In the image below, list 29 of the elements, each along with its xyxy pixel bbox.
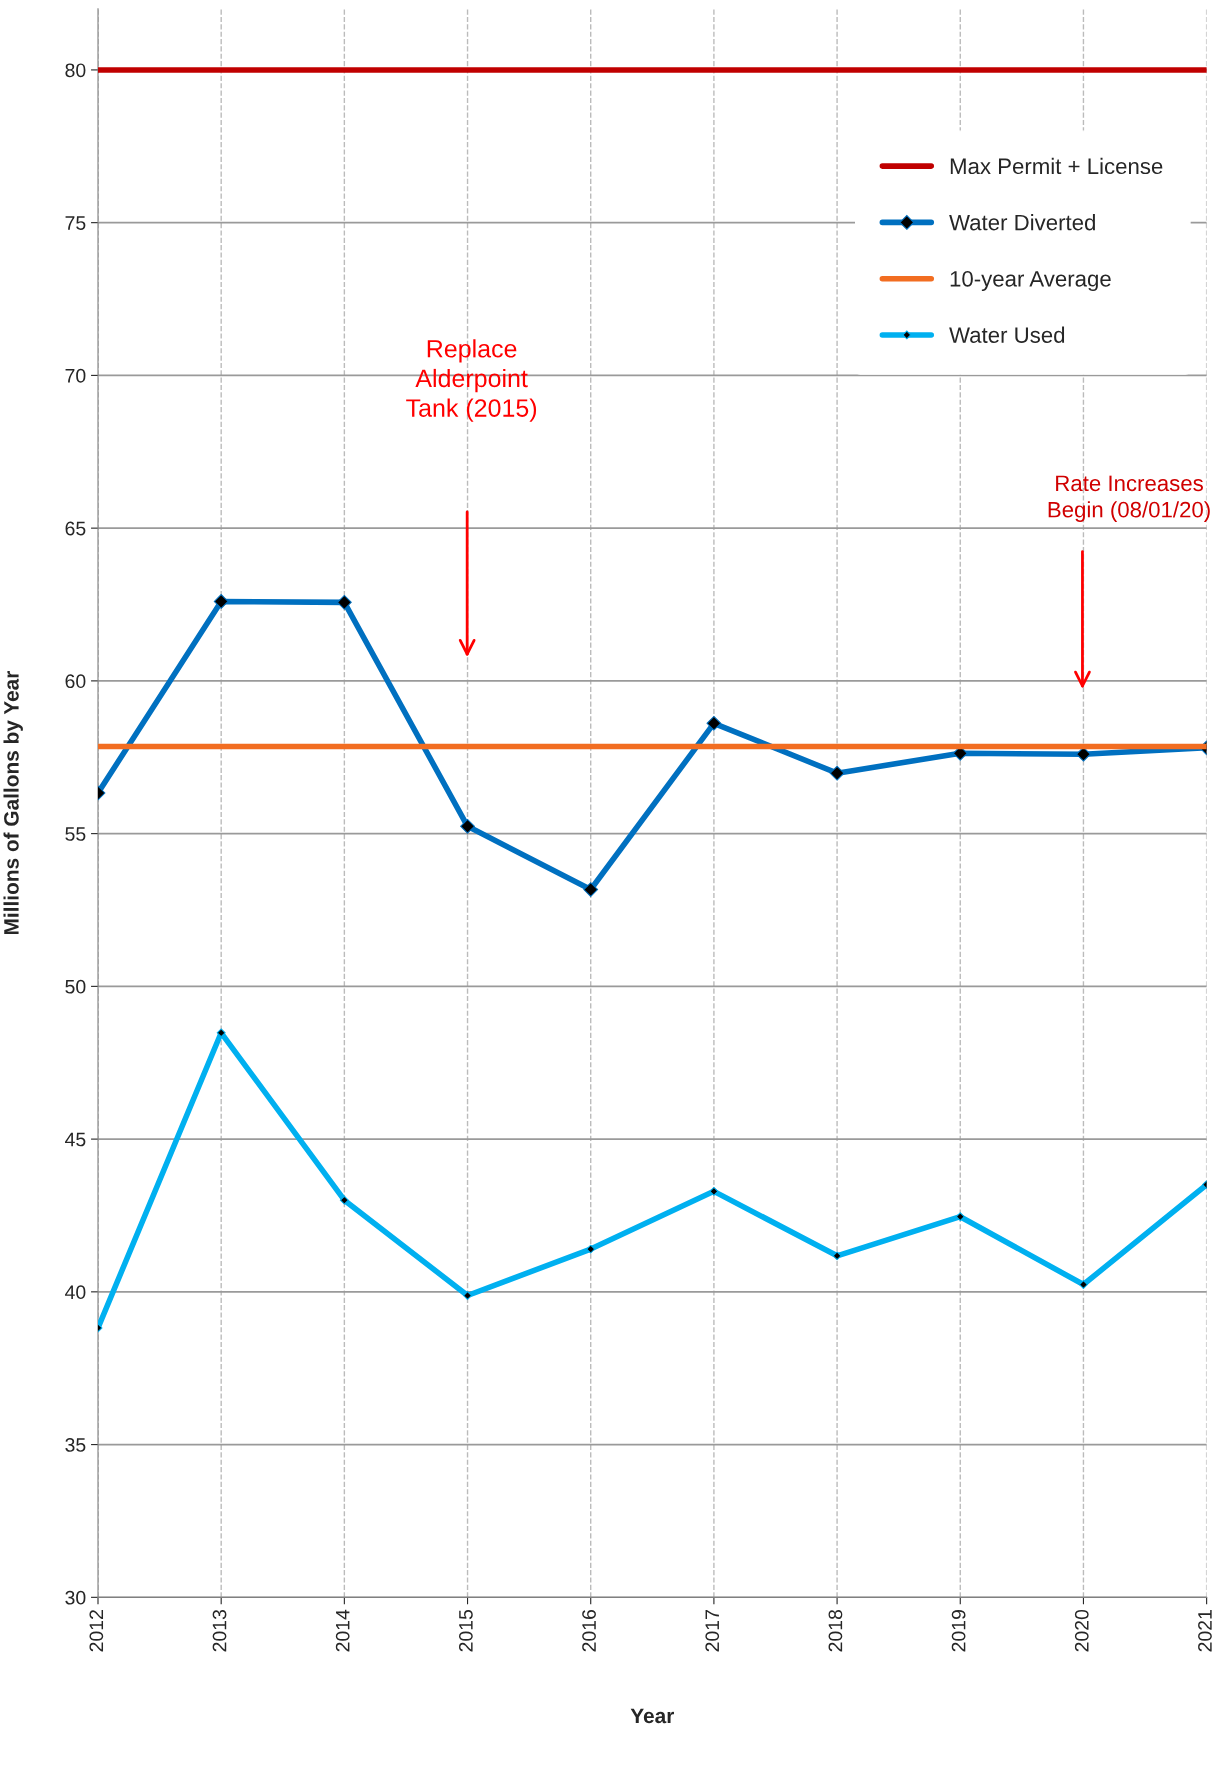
- x-tick-label: 2020: [1074, 1609, 1089, 1652]
- y-tick-label: 55: [65, 827, 86, 841]
- y-tick-label: 45: [65, 1132, 86, 1147]
- y-tick-label: 30: [65, 1590, 86, 1605]
- y-tick-label: 65: [65, 521, 86, 536]
- x-tick-label: 2015: [458, 1609, 473, 1652]
- legend-label: Max Permit + License: [950, 157, 1163, 175]
- y-tick-label: 70: [65, 368, 86, 383]
- y-tick-label: 35: [65, 1438, 86, 1452]
- x-tick-label: 2019: [951, 1610, 966, 1652]
- y-tick-label: 40: [65, 1285, 86, 1300]
- x-tick-label: 2021: [1198, 1610, 1212, 1652]
- annotation: Replace Alderpoint Tank (2015): [406, 339, 537, 422]
- x-axis-title: Year: [630, 1708, 675, 1724]
- legend-label: Water Diverted: [949, 214, 1095, 231]
- y-axis-title: Millions of Gallons by Year: [3, 671, 23, 935]
- y-tick-label: 80: [65, 63, 86, 78]
- legend-label: 10-year Average: [950, 270, 1111, 292]
- x-tick-label: 2013: [212, 1609, 227, 1652]
- x-tick-label: 2014: [335, 1609, 350, 1652]
- x-tick-label: 2018: [828, 1609, 843, 1652]
- annotation: Rate Increases Begin (08/01/20): [1048, 475, 1210, 522]
- x-tick-label: 2016: [582, 1609, 596, 1652]
- y-tick-label: 60: [65, 674, 86, 689]
- y-tick-label: 50: [65, 979, 86, 994]
- y-tick-label: 75: [65, 216, 86, 230]
- legend-label: Water Used: [949, 326, 1065, 343]
- x-tick-label: 2017: [705, 1610, 720, 1652]
- x-tick-label: 2012: [89, 1610, 104, 1652]
